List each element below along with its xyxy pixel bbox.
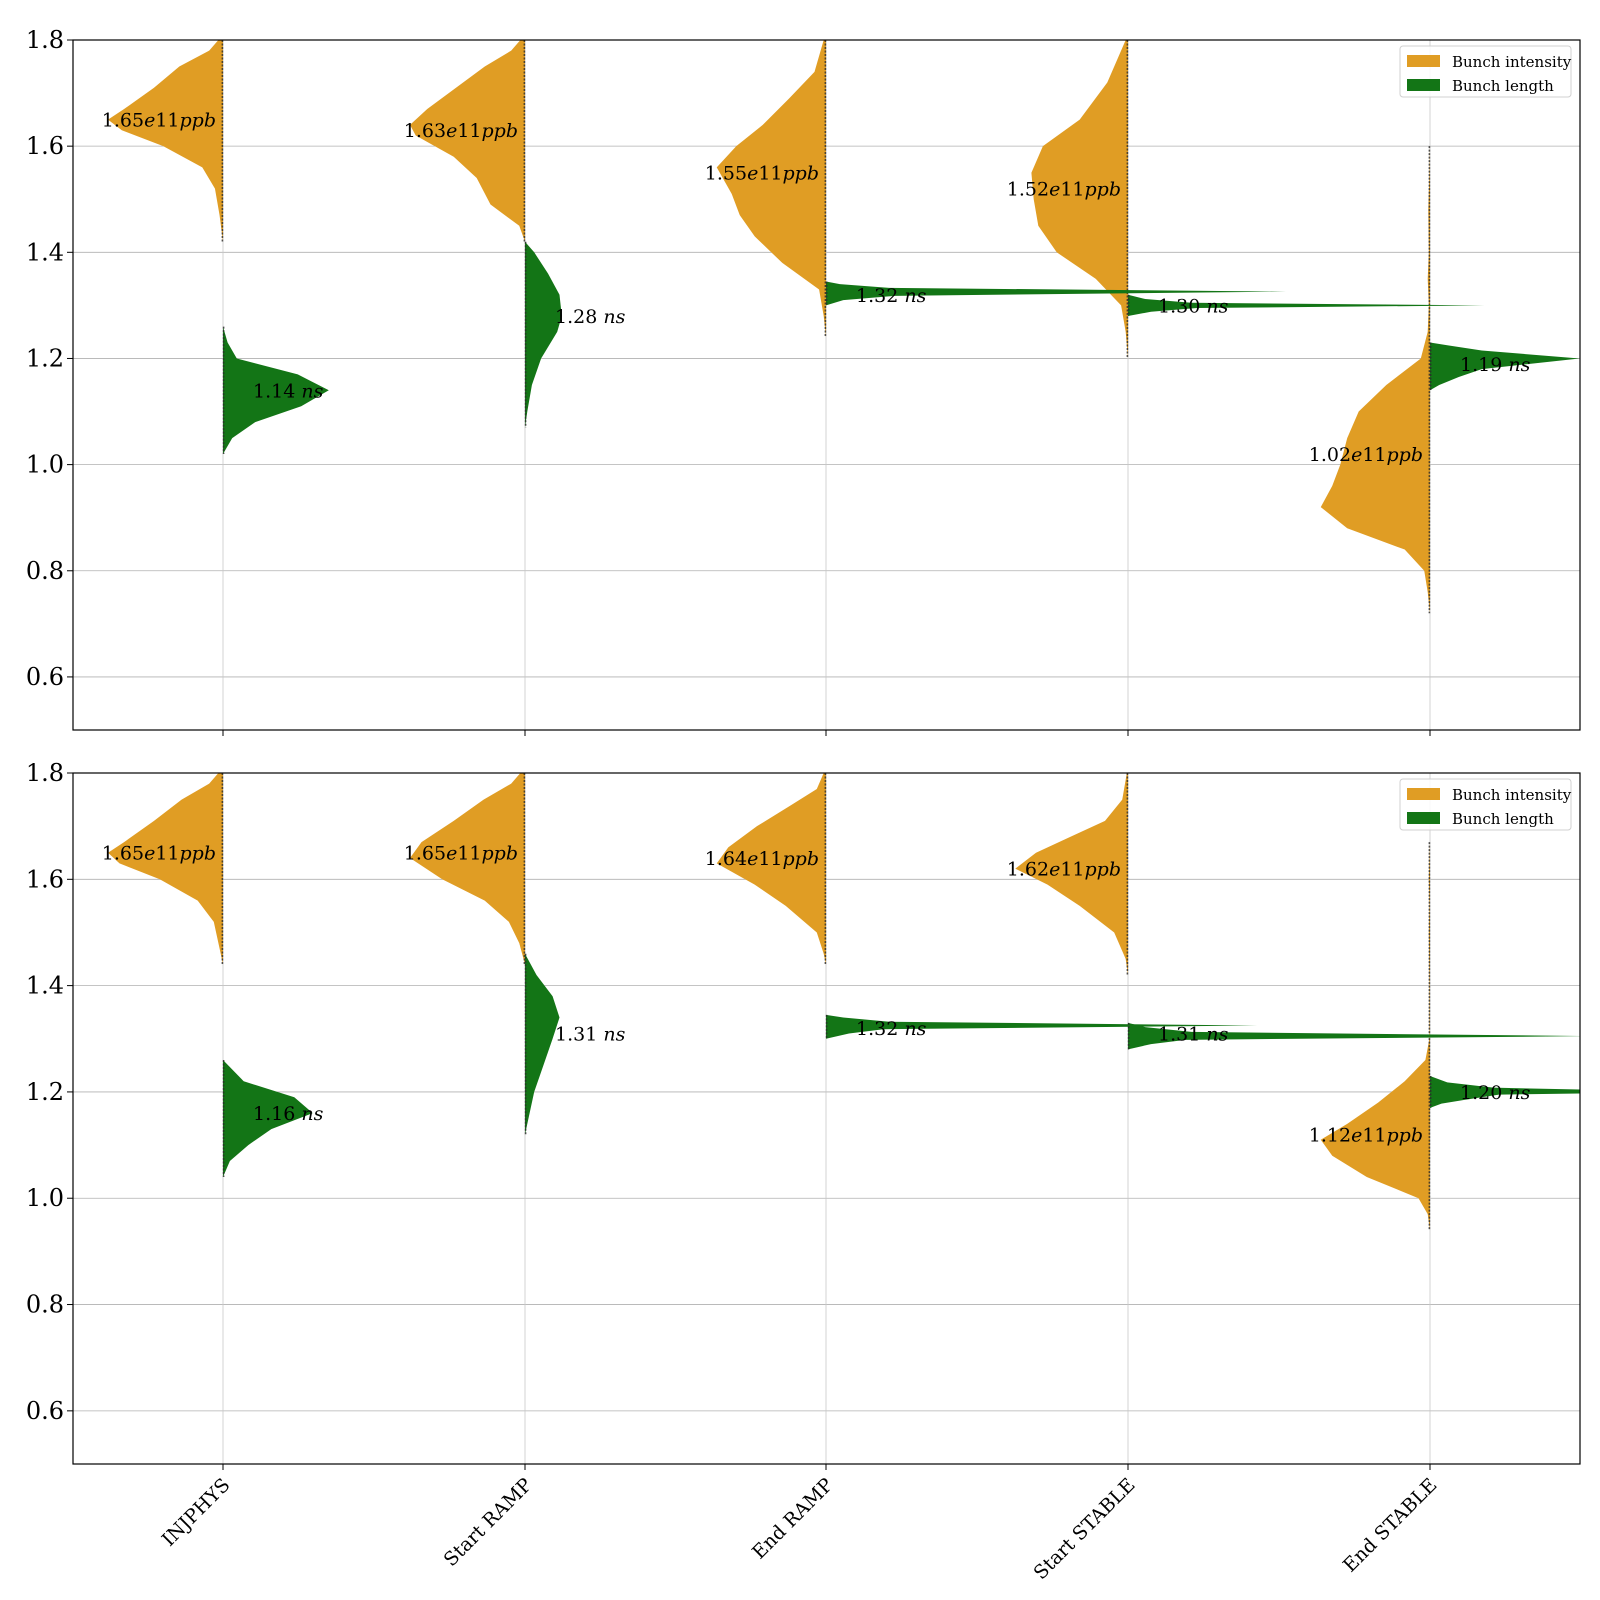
intensity-violin-4 (1320, 146, 1430, 614)
intensity-violin-1 (410, 773, 525, 965)
top-violin-panel: 0.6 0.8 1.0 1.2 1.4 1.6 1.8 1.65e11ppb 1.63e11pp… (26, 26, 1581, 736)
length-violin-3 (1128, 1022, 1580, 1050)
intensity-violin-0 (108, 40, 223, 242)
intensity-median-label: 1.65e11ppb (404, 843, 518, 865)
axes-frame (72, 39, 1581, 731)
intensity-violin-3 (1031, 40, 1128, 359)
intensity-median-label: 1.02e11ppb (1309, 444, 1423, 466)
length-median-label: 1.30 ns (1158, 295, 1229, 317)
intensity-median-label: 1.55e11ppb (705, 163, 819, 185)
y-tick-label: 0.6 (26, 1397, 64, 1425)
y-tick-label: 1.6 (26, 132, 64, 160)
intensity-median-label: 1.65e11ppb (102, 843, 216, 865)
y-tick-label: 1.4 (26, 238, 64, 266)
intensity-violin-2 (716, 40, 826, 338)
y-tick-label: 1.8 (26, 26, 64, 54)
intensity-violin-1 (410, 40, 525, 242)
intensity-median-label: 1.65e11ppb (102, 110, 216, 132)
legend-label: Bunch intensity (1452, 53, 1572, 71)
legend-swatch (1407, 79, 1440, 91)
legend-swatch (1407, 788, 1440, 800)
length-median-label: 1.31 ns (1158, 1023, 1229, 1045)
length-median-label: 1.32 ns (856, 1018, 927, 1040)
length-violin-2 (826, 1014, 1258, 1039)
x-tick-label: Start RAMP (440, 1474, 537, 1571)
intensity-violin-2 (716, 773, 826, 965)
intensity-median-label: 1.64e11ppb (705, 848, 819, 870)
length-median-label: 1.16 ns (253, 1103, 324, 1125)
legend-swatch (1407, 812, 1440, 824)
length-median-label: 1.32 ns (856, 285, 927, 307)
length-median-label: 1.31 ns (555, 1023, 626, 1045)
intensity-median-label: 1.62e11ppb (1007, 859, 1121, 881)
y-tick-label: 1.2 (26, 344, 64, 372)
y-tick-label: 0.8 (26, 1291, 64, 1319)
length-violin-2 (826, 281, 1286, 306)
length-violin-1 (525, 241, 562, 428)
legend-swatch (1407, 55, 1440, 67)
intensity-median-label: 1.52e11ppb (1007, 179, 1121, 201)
legend-box (1399, 778, 1572, 831)
y-tick-label: 0.8 (26, 557, 64, 585)
length-median-label: 1.28 ns (555, 306, 626, 328)
intensity-median-label: 1.63e11ppb (404, 120, 518, 142)
intensity-violin-3 (1015, 773, 1128, 975)
length-violin-1 (525, 953, 560, 1135)
y-tick-label: 1.8 (26, 759, 64, 787)
length-violin-3 (1128, 294, 1485, 316)
legend: Bunch intensity Bunch length (1399, 45, 1572, 98)
y-tick-label: 1.0 (26, 451, 64, 479)
length-violin-0 (223, 326, 329, 454)
x-tick-label: Start STABLE (1030, 1474, 1140, 1584)
length-violin-4 (1430, 342, 1580, 391)
length-median-label: 1.20 ns (1460, 1082, 1531, 1104)
axes-frame (72, 772, 1581, 1465)
length-median-label: 1.19 ns (1460, 354, 1531, 376)
x-tick-label: INJPHYS (158, 1474, 235, 1551)
intensity-median-label: 1.12e11ppb (1309, 1124, 1423, 1146)
legend-label: Bunch length (1452, 810, 1554, 828)
y-tick-label: 1.2 (26, 1078, 64, 1106)
y-tick-label: 0.6 (26, 663, 64, 691)
y-tick-label: 1.4 (26, 972, 64, 1000)
length-violin-4 (1430, 1075, 1580, 1108)
legend-box (1399, 45, 1572, 98)
y-tick-label: 1.0 (26, 1184, 64, 1212)
legend-label: Bunch length (1452, 77, 1554, 95)
bottom-violin-panel: 0.6 0.8 1.0 1.2 1.4 1.6 1.8 1.65e11ppb 1.65e11pp… (26, 759, 1581, 1584)
y-tick-label: 1.6 (26, 865, 64, 893)
legend: Bunch intensity Bunch length (1399, 778, 1572, 831)
length-median-label: 1.14 ns (253, 380, 324, 402)
intensity-violin-4 (1320, 842, 1430, 1231)
x-tick-label: End STABLE (1339, 1474, 1442, 1577)
length-violin-0 (223, 1060, 313, 1177)
x-tick-label: End RAMP (748, 1474, 838, 1564)
legend-label: Bunch intensity (1452, 786, 1572, 804)
intensity-violin-0 (108, 773, 223, 965)
